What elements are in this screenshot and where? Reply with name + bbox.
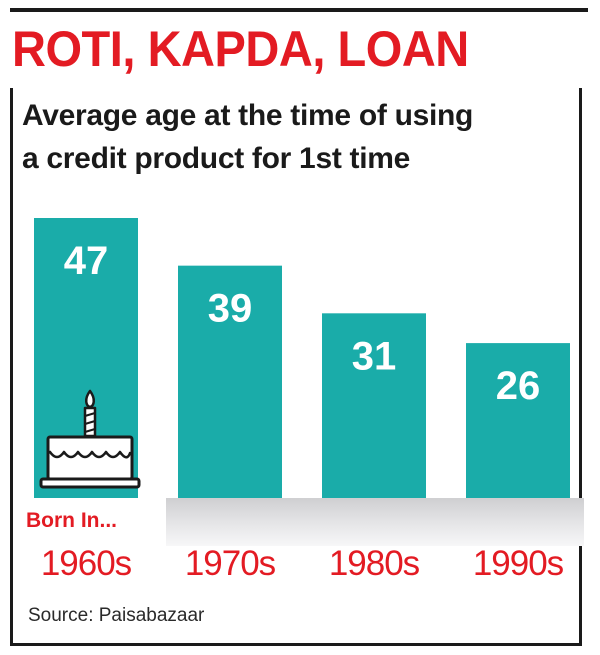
category-label-1970s: 1970s <box>184 544 276 583</box>
subtitle-line-2: a credit product for 1st time <box>22 142 411 175</box>
bar-1980s <box>322 313 426 498</box>
value-label-1960s: 47 <box>64 239 109 283</box>
chart-frame <box>10 88 582 646</box>
category-label-1990s: 1990s <box>472 544 564 583</box>
chart-floor-shadow <box>166 498 584 546</box>
source-note: Source: Paisabazaar <box>28 605 205 626</box>
subtitle-line-1: Average age at the time of using <box>22 99 474 132</box>
bar-1990s <box>466 343 570 498</box>
top-rule <box>10 8 588 12</box>
birthday-cake-icon <box>39 389 141 489</box>
value-label-1990s: 26 <box>496 364 541 408</box>
headline: ROTI, KAPDA, LOAN <box>12 21 469 77</box>
category-label-1960s: 1960s <box>40 544 132 583</box>
value-label-1980s: 31 <box>352 334 397 378</box>
born-in-label: Born In... <box>26 509 117 532</box>
category-label-1980s: 1980s <box>328 544 420 583</box>
value-label-1970s: 39 <box>208 287 253 331</box>
bar-1970s <box>178 265 282 498</box>
chart-subtitle: Average age at the time of using a credi… <box>22 94 473 180</box>
